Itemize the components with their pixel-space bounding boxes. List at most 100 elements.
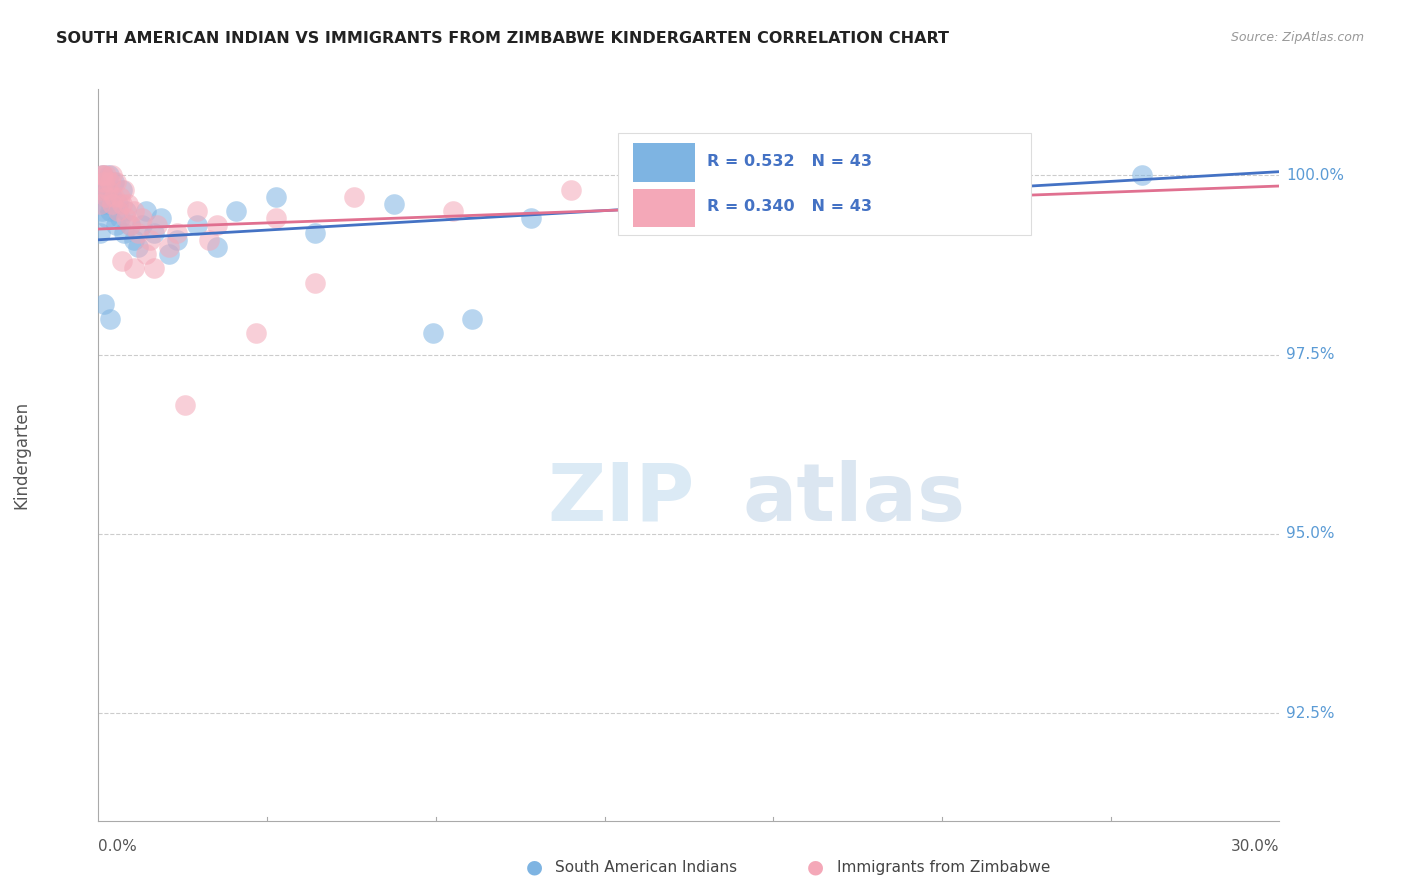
Text: SOUTH AMERICAN INDIAN VS IMMIGRANTS FROM ZIMBABWE KINDERGARTEN CORRELATION CHART: SOUTH AMERICAN INDIAN VS IMMIGRANTS FROM… xyxy=(56,31,949,46)
Point xyxy=(131,211,153,226)
Point xyxy=(131,219,153,233)
Point xyxy=(122,204,145,219)
FancyBboxPatch shape xyxy=(619,133,1032,235)
Point xyxy=(264,190,287,204)
Text: 0.0%: 0.0% xyxy=(98,838,138,854)
Point xyxy=(619,204,641,219)
Point xyxy=(717,168,740,182)
Point xyxy=(186,219,208,233)
Point xyxy=(127,240,149,254)
Point xyxy=(150,211,173,226)
Point xyxy=(103,190,125,204)
Point xyxy=(101,197,124,211)
Point xyxy=(89,197,111,211)
Point xyxy=(108,211,131,226)
Point xyxy=(122,261,145,276)
Point xyxy=(93,297,115,311)
Point xyxy=(166,233,188,247)
Text: atlas: atlas xyxy=(742,459,965,538)
Point xyxy=(115,204,138,219)
Point xyxy=(96,197,118,211)
Point xyxy=(135,247,157,261)
Point xyxy=(197,233,219,247)
Point xyxy=(94,190,117,204)
Point xyxy=(146,219,169,233)
Point xyxy=(90,204,112,219)
Text: Immigrants from Zimbabwe: Immigrants from Zimbabwe xyxy=(837,860,1050,874)
Text: R = 0.532   N = 43: R = 0.532 N = 43 xyxy=(707,154,872,169)
Point xyxy=(174,398,197,412)
Point xyxy=(343,190,366,204)
Point xyxy=(98,176,121,190)
Text: ZIP: ZIP xyxy=(547,459,695,538)
Point xyxy=(205,219,228,233)
Point xyxy=(382,197,405,211)
Point xyxy=(96,168,118,182)
Point xyxy=(97,183,120,197)
Text: 95.0%: 95.0% xyxy=(1286,526,1334,541)
Text: 30.0%: 30.0% xyxy=(1232,838,1279,854)
Text: Source: ZipAtlas.com: Source: ZipAtlas.com xyxy=(1230,31,1364,45)
Point xyxy=(115,211,138,226)
Point xyxy=(264,211,287,226)
Point xyxy=(520,211,543,226)
Point xyxy=(91,183,114,197)
Point xyxy=(112,226,135,240)
Point xyxy=(122,233,145,247)
Point xyxy=(135,204,157,219)
Point xyxy=(166,226,188,240)
Point xyxy=(93,176,115,190)
Text: 100.0%: 100.0% xyxy=(1286,168,1344,183)
Point xyxy=(142,226,165,240)
Point xyxy=(461,311,484,326)
Point xyxy=(101,190,124,204)
Point xyxy=(112,183,135,197)
Point xyxy=(91,168,114,182)
Point xyxy=(186,204,208,219)
Point xyxy=(105,219,128,233)
Point xyxy=(90,168,112,182)
FancyBboxPatch shape xyxy=(634,144,695,181)
Point xyxy=(245,326,267,340)
Point xyxy=(111,197,134,211)
Point xyxy=(107,204,129,219)
Point xyxy=(97,183,120,197)
Point xyxy=(96,211,118,226)
Point xyxy=(108,190,131,204)
Point xyxy=(94,190,117,204)
Point xyxy=(118,219,141,233)
Point xyxy=(111,183,134,197)
Point xyxy=(157,247,180,261)
Point xyxy=(225,204,247,219)
Text: South American Indians: South American Indians xyxy=(555,860,738,874)
Point xyxy=(560,183,582,197)
Point xyxy=(103,176,125,190)
Text: 92.5%: 92.5% xyxy=(1286,706,1334,721)
Point xyxy=(98,311,121,326)
Point xyxy=(98,204,121,219)
Point xyxy=(441,204,464,219)
Point xyxy=(127,226,149,240)
FancyBboxPatch shape xyxy=(634,188,695,227)
Text: R = 0.340   N = 43: R = 0.340 N = 43 xyxy=(707,199,872,214)
Point xyxy=(101,168,124,182)
Point xyxy=(422,326,444,340)
Point xyxy=(304,276,326,290)
Point xyxy=(678,176,700,190)
Point xyxy=(138,233,160,247)
Point xyxy=(91,168,114,182)
Point xyxy=(157,240,180,254)
Point xyxy=(796,168,818,182)
Point xyxy=(205,240,228,254)
Point xyxy=(118,219,141,233)
Text: Kindergarten: Kindergarten xyxy=(13,401,30,509)
Point xyxy=(93,176,115,190)
Point xyxy=(98,168,121,182)
Point xyxy=(105,176,128,190)
Text: ●: ● xyxy=(526,857,543,877)
Text: 97.5%: 97.5% xyxy=(1286,347,1334,362)
Point xyxy=(304,226,326,240)
Point xyxy=(91,183,114,197)
Point xyxy=(142,261,165,276)
Point xyxy=(89,226,111,240)
